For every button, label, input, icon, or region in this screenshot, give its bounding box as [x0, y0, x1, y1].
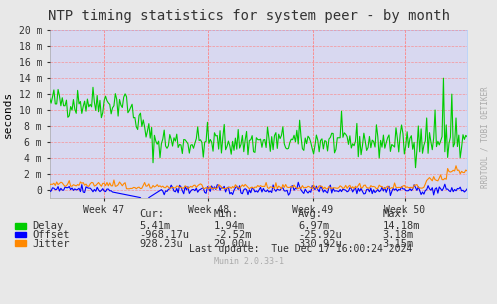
Text: Offset: Offset	[32, 230, 70, 240]
Text: 330.92u: 330.92u	[298, 239, 342, 248]
Text: Min:: Min:	[214, 209, 239, 219]
Text: 14.18m: 14.18m	[383, 222, 420, 231]
Text: -2.52m: -2.52m	[214, 230, 251, 240]
Text: Jitter: Jitter	[32, 239, 70, 248]
Text: Avg:: Avg:	[298, 209, 323, 219]
Text: 3.15m: 3.15m	[383, 239, 414, 248]
Text: 29.00u: 29.00u	[214, 239, 251, 248]
Text: 6.97m: 6.97m	[298, 222, 330, 231]
Text: Max:: Max:	[383, 209, 408, 219]
Text: -25.92u: -25.92u	[298, 230, 342, 240]
Text: 928.23u: 928.23u	[139, 239, 183, 248]
Text: 1.94m: 1.94m	[214, 222, 245, 231]
Text: Cur:: Cur:	[139, 209, 164, 219]
Text: Delay: Delay	[32, 222, 64, 231]
Text: 3.18m: 3.18m	[383, 230, 414, 240]
Text: -968.17u: -968.17u	[139, 230, 189, 240]
Text: NTP timing statistics for system peer - by month: NTP timing statistics for system peer - …	[48, 9, 449, 23]
Text: Last update:  Tue Dec 17 16:00:24 2024: Last update: Tue Dec 17 16:00:24 2024	[189, 244, 412, 254]
Text: RRDTOOL / TOBI OETIKER: RRDTOOL / TOBI OETIKER	[481, 86, 490, 188]
Text: Munin 2.0.33-1: Munin 2.0.33-1	[214, 257, 283, 267]
Y-axis label: seconds: seconds	[3, 90, 13, 138]
Text: 5.41m: 5.41m	[139, 222, 170, 231]
